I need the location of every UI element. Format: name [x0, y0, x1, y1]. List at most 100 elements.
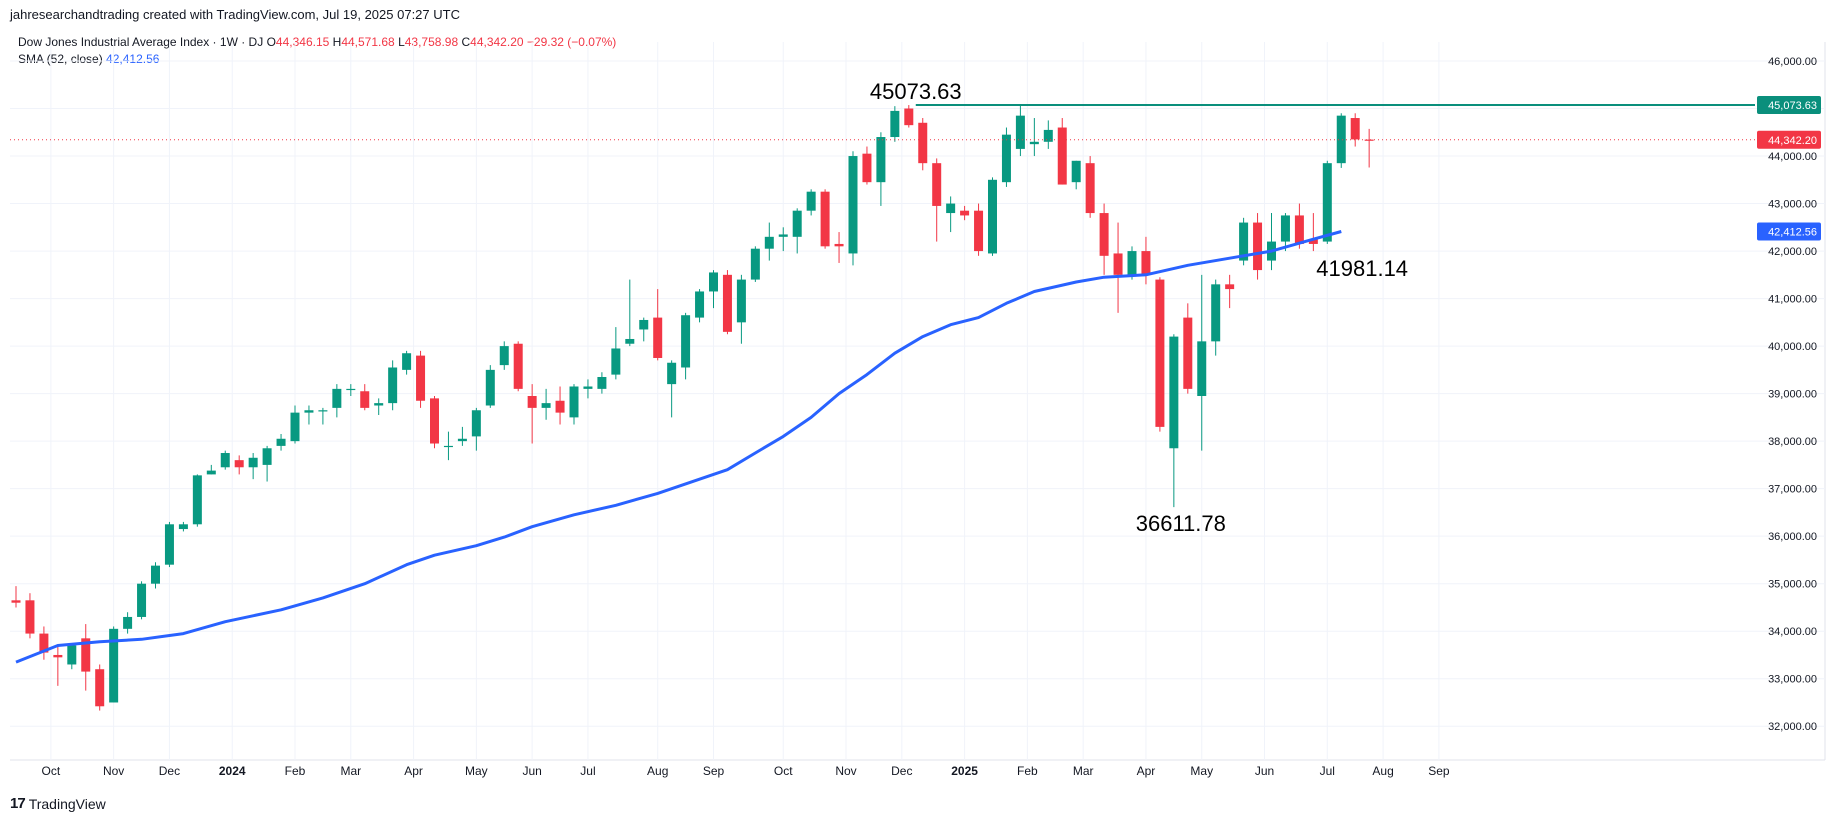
candle-down — [918, 118, 928, 171]
y-tick-label: 35,000.00 — [1768, 579, 1817, 591]
resistance-badge-bg — [1757, 96, 1821, 115]
candle-up — [402, 350, 412, 375]
candle-body — [123, 616, 133, 629]
candle-body — [276, 438, 286, 446]
sma-value: 42,412.56 — [106, 52, 160, 66]
x-tick-label: Apr — [1137, 764, 1156, 778]
candle-down — [932, 158, 942, 242]
candle-body — [53, 654, 63, 658]
candle-body — [443, 445, 453, 448]
candle-body — [1127, 251, 1137, 275]
candles-layer — [11, 105, 1374, 711]
sma-legend[interactable]: SMA (52, close) 42,412.56 — [18, 52, 159, 66]
candle-up — [611, 327, 621, 380]
candle-body — [1113, 253, 1123, 275]
price-annotation: 36611.78 — [1136, 511, 1226, 536]
symbol-legend[interactable]: Dow Jones Industrial Average Index · 1W … — [18, 35, 616, 49]
tradingview-logo: 17 — [10, 795, 26, 812]
x-tick-label: Aug — [647, 764, 668, 778]
y-tick-label: 41,000.00 — [1768, 294, 1817, 306]
sma-label[interactable]: SMA (52, close) — [18, 52, 103, 66]
candle-down — [722, 270, 732, 335]
resistance-badge: 45,073.63 — [1768, 100, 1817, 112]
symbol-title[interactable]: Dow Jones Industrial Average Index · 1W … — [18, 35, 264, 49]
price-annotation: 41981.14 — [1316, 256, 1408, 281]
candle-down — [862, 146, 872, 185]
candle-up — [890, 106, 900, 142]
high-label: H — [332, 35, 342, 49]
candle-down — [1155, 277, 1165, 432]
price-chart[interactable]: 45073.63 41981.14 36611.78 32,000.00 33,000… — [0, 0, 1835, 790]
candle-up — [1322, 160, 1332, 244]
x-tick-label: Jul — [580, 764, 595, 778]
candle-up — [946, 196, 956, 233]
candle-up — [541, 388, 551, 420]
x-tick-label: May — [465, 764, 488, 778]
candle-body — [890, 110, 900, 138]
candle-up — [667, 360, 677, 418]
y-tick-label: 43,000.00 — [1768, 199, 1817, 211]
x-tick-label: Jun — [1255, 764, 1274, 778]
candle-down — [1085, 156, 1095, 218]
x-tick-label: Mar — [1073, 764, 1094, 778]
candle-down — [1294, 203, 1304, 249]
candle-body — [736, 279, 746, 323]
candle-up — [709, 270, 718, 309]
candle-body — [820, 191, 830, 247]
candle-body — [1197, 341, 1207, 396]
candle-body — [625, 338, 635, 344]
candle-up — [1336, 113, 1346, 168]
x-tick-label: Feb — [285, 764, 306, 778]
candle-up — [681, 312, 691, 380]
candle-body — [1364, 139, 1374, 141]
candle-body — [750, 248, 760, 280]
tradingview-footer[interactable]: 17 TradingView — [10, 795, 106, 812]
low-label: L — [398, 35, 405, 49]
candle-down — [39, 626, 49, 660]
low-value: 43,758.98 — [404, 35, 459, 49]
candle-body — [346, 388, 356, 391]
candle-body — [611, 348, 621, 375]
candle-down — [1225, 274, 1235, 309]
candle-body — [695, 291, 705, 318]
candle-body — [499, 346, 509, 366]
candle-body — [806, 191, 816, 211]
candle-body — [722, 274, 732, 332]
candle-down — [1141, 236, 1151, 285]
x-tick-label: Dec — [159, 764, 180, 778]
candle-body — [918, 122, 928, 164]
candle-body — [109, 628, 119, 703]
candle-down — [95, 664, 105, 711]
high-value: 44,571.68 — [341, 35, 395, 49]
candle-body — [318, 410, 328, 412]
x-tick-label: Jun — [522, 764, 541, 778]
candle-up — [443, 431, 453, 461]
candle-down — [904, 105, 914, 128]
candle-up — [988, 177, 997, 256]
candle-up — [639, 317, 649, 342]
x-tick-label: Oct — [774, 764, 793, 778]
sma-badge: 42,412.56 — [1768, 226, 1817, 238]
x-tick-label: Feb — [1017, 764, 1038, 778]
open-value: 44,346.15 — [275, 35, 330, 49]
candle-up — [276, 434, 286, 451]
candle-body — [1280, 215, 1290, 242]
candle-down — [81, 624, 91, 691]
candle-down — [416, 350, 426, 408]
sma-line — [15, 230, 1342, 664]
y-tick-label: 33,000.00 — [1768, 674, 1817, 686]
candle-body — [597, 376, 607, 389]
candle-down — [1099, 203, 1109, 275]
candle-up — [374, 398, 384, 416]
candle-body — [764, 236, 774, 249]
y-tick-label: 32,000.00 — [1768, 721, 1817, 733]
candle-body — [513, 343, 523, 389]
price-axis: 32,000.00 33,000.00 34,000.00 35,000.00 36,0… — [1757, 56, 1821, 733]
candle-up — [1029, 118, 1039, 157]
candle-down — [555, 386, 565, 425]
candle-body — [164, 524, 174, 565]
candle-body — [374, 403, 384, 406]
candle-down — [234, 455, 244, 475]
candle-up — [123, 612, 133, 634]
candle-up — [806, 189, 816, 216]
